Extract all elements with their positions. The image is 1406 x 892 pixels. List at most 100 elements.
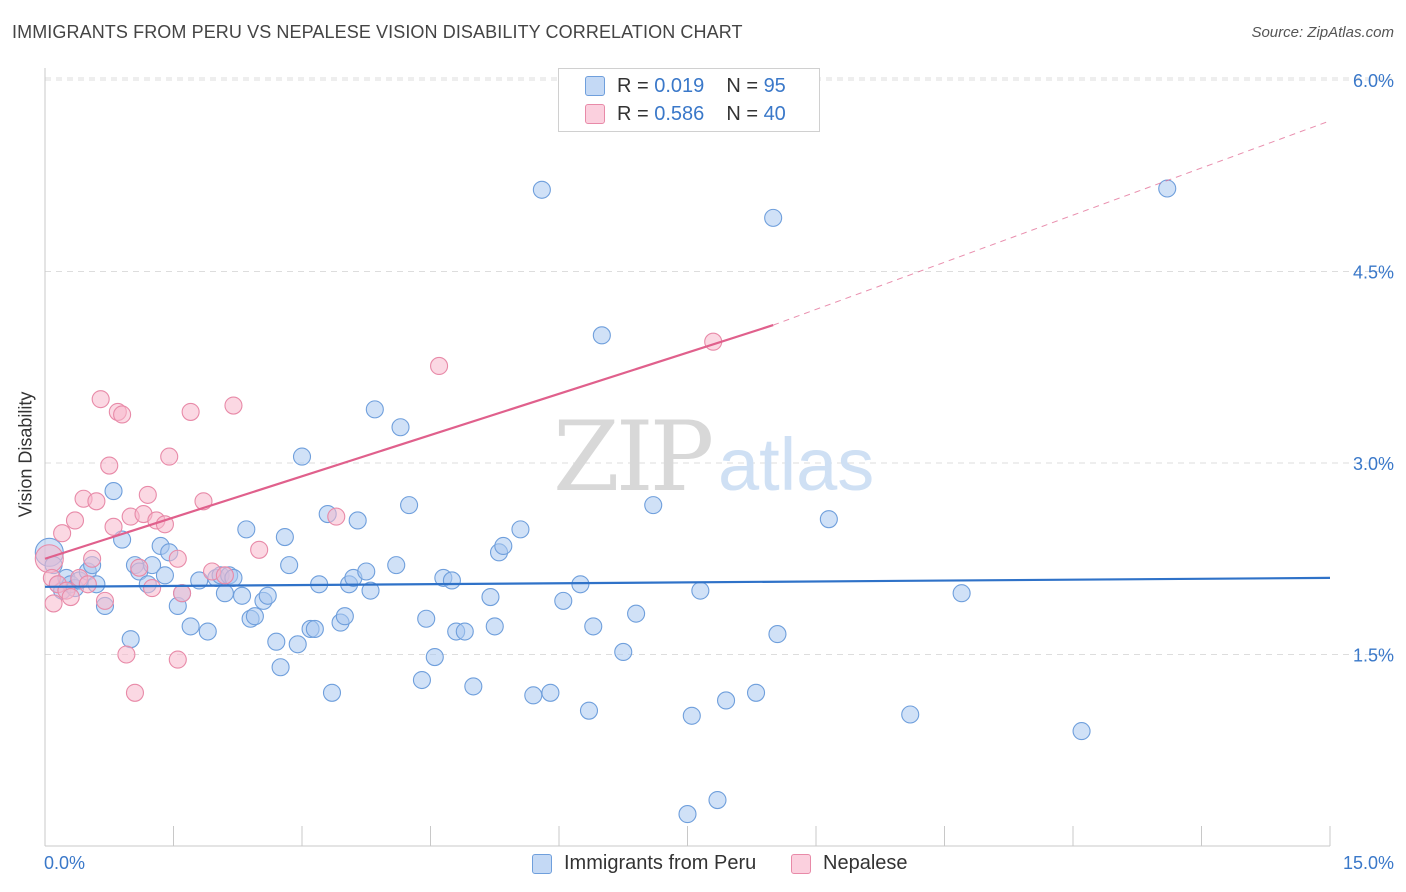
peru-point [901, 705, 920, 724]
axes [44, 68, 1331, 847]
nepalese-point [173, 584, 192, 603]
peru-point [365, 400, 384, 419]
nepalese-point [181, 402, 200, 421]
peru-point [455, 622, 474, 641]
peru-point [121, 630, 140, 649]
peru-point [400, 496, 419, 515]
y-tick-label: 1.5% [1353, 645, 1394, 665]
bottom-legend-swatch-nepalese [791, 853, 811, 874]
nepalese-point [138, 485, 157, 504]
peru-point [768, 625, 787, 644]
legend-r-label-peru: R = [617, 74, 649, 97]
trend-line-nepalese-extension [772, 120, 1331, 326]
trend-lines [44, 120, 1331, 588]
legend-n-label-nepalese: N = [726, 102, 758, 125]
peru-point [280, 556, 299, 575]
nepalese-point [430, 356, 449, 376]
peru-point [716, 691, 736, 710]
nepalese-point [215, 566, 234, 585]
peru-point [819, 510, 838, 529]
nepalese-point [327, 507, 346, 526]
peru-point [245, 607, 264, 626]
nepalese-point [168, 650, 187, 669]
peru-point [361, 581, 380, 600]
peru-point [627, 604, 646, 623]
peru-point [215, 584, 234, 603]
legend-n-value-nepalese: 40 [763, 102, 786, 125]
x-tick-label-max: 15.0% [1343, 853, 1394, 873]
nepalese-point [160, 447, 179, 466]
peru-point [1072, 722, 1091, 741]
y-axis-label: Vision Disability [15, 391, 36, 518]
watermark-zip: ZIP [553, 401, 712, 513]
peru-point [305, 619, 324, 639]
peru-point [746, 683, 766, 702]
y-tick-label: 3.0% [1353, 454, 1394, 474]
peru-point [292, 447, 312, 466]
trend-line-peru [44, 576, 1331, 588]
trend-line-nepalese [44, 324, 774, 560]
y-tick-label: 4.5% [1353, 262, 1394, 282]
nepalese-point [65, 511, 85, 530]
series-nepalese-points [34, 332, 723, 702]
peru-point [511, 520, 530, 539]
bottom-legend-swatch-peru [532, 853, 552, 874]
peru-point [644, 496, 663, 515]
peru-point [592, 326, 611, 345]
nepalese-point [125, 683, 144, 702]
bottom-legend-label-nepalese: Nepalese [823, 852, 908, 874]
peru-point [104, 482, 123, 501]
peru-point [275, 527, 294, 547]
peru-point [541, 683, 560, 702]
peru-point [387, 556, 406, 575]
peru-point [682, 706, 701, 725]
peru-point [532, 180, 551, 199]
nepalese-point [104, 517, 123, 536]
watermark-atlas: atlas [718, 423, 874, 506]
peru-point [579, 701, 599, 720]
legend-r-label-nepalese: R = [617, 102, 649, 125]
nepalese-point [130, 558, 149, 577]
nepalese-point [87, 492, 106, 511]
peru-point [357, 562, 376, 581]
legend-n-label-peru: N = [726, 74, 758, 97]
legend-swatch-nepalese [585, 104, 605, 124]
legend-n-value-peru: 95 [763, 74, 786, 97]
nepalese-point [168, 549, 187, 568]
peru-point [232, 586, 252, 605]
nepalese-point [143, 579, 162, 598]
peru-point [425, 647, 444, 667]
nepalese-point [34, 544, 64, 574]
peru-point [412, 670, 431, 690]
peru-point [237, 520, 256, 539]
peru-point [524, 686, 543, 705]
peru-point [155, 566, 174, 585]
peru-point [198, 622, 217, 641]
peru-point [1158, 179, 1177, 198]
peru-point [288, 635, 307, 654]
peru-point [442, 571, 461, 590]
source-label: Source: ZipAtlas.com [1251, 24, 1394, 41]
x-tick-label-min: 0.0% [44, 853, 85, 873]
chart-title: IMMIGRANTS FROM PERU VS NEPALESE VISION … [12, 22, 743, 42]
peru-point [708, 790, 727, 810]
peru-point [554, 591, 573, 610]
peru-point [691, 581, 710, 600]
peru-point [494, 536, 513, 556]
bottom-legend-label-peru: Immigrants from Peru [564, 852, 757, 874]
peru-point [258, 586, 277, 605]
peru-point [614, 642, 633, 661]
nepalese-point [91, 390, 110, 409]
nepalese-point [117, 645, 136, 664]
nepalese-point [53, 524, 72, 543]
peru-point [348, 511, 367, 530]
peru-point [584, 617, 603, 636]
peru-point [322, 683, 342, 702]
peru-point [464, 677, 483, 696]
legend-r-value-peru: 0.019 [654, 74, 705, 97]
y-tick-label: 6.0% [1353, 71, 1394, 91]
tick-labels: 1.5% 3.0% 4.5% 6.0% 0.0% 15.0% [44, 71, 1394, 873]
nepalese-point [44, 594, 63, 613]
peru-point [181, 617, 200, 636]
peru-point [417, 609, 436, 628]
